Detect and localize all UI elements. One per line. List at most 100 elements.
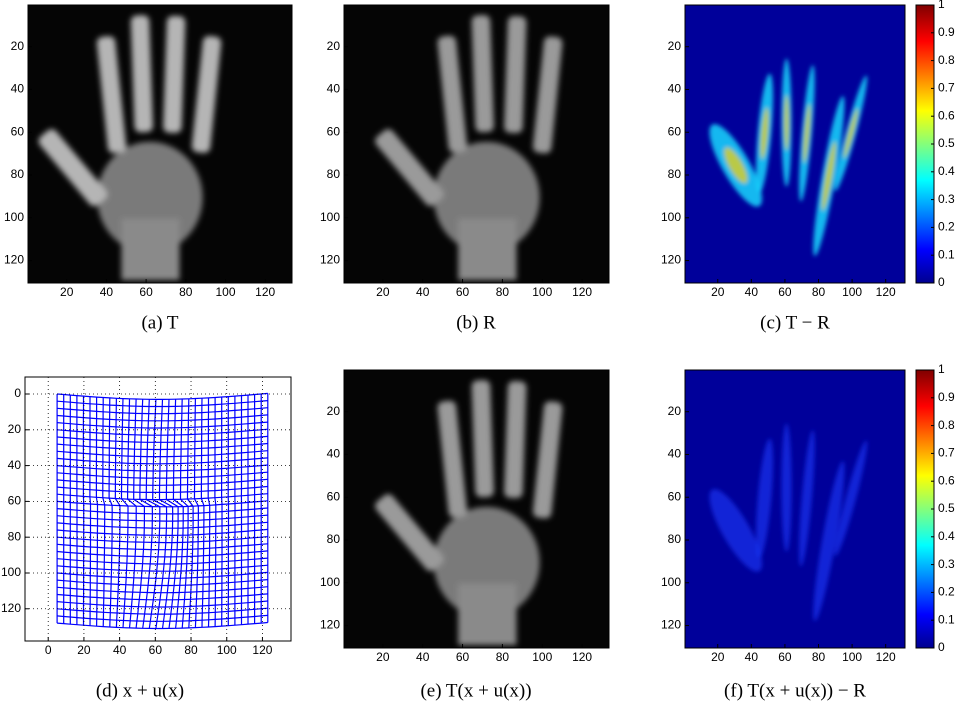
y-tick-label: 80	[668, 167, 682, 181]
image	[28, 5, 292, 283]
y-tick-label: 40	[11, 82, 25, 96]
y-tick-label: 120	[4, 253, 24, 267]
x-tick-label: 20	[711, 650, 725, 664]
x-tick-label: 20	[376, 650, 390, 664]
x-tick-label: 120	[252, 643, 272, 657]
x-tick-label: 40	[416, 650, 430, 664]
colorbar-tick-label: 0.9	[938, 25, 955, 39]
y-tick-label: 60	[11, 124, 25, 138]
x-tick-label: 20	[60, 285, 74, 299]
image	[25, 377, 291, 641]
x-tick-label: 40	[745, 285, 759, 299]
x-tick-label: 100	[215, 285, 235, 299]
x-tick-label: 120	[572, 650, 592, 664]
colorbar-tick-label: 0.6	[938, 473, 955, 487]
y-tick-label: 100	[320, 210, 340, 224]
y-tick-label: 60	[8, 494, 22, 508]
x-tick-label: 100	[217, 643, 237, 657]
y-tick-label: 80	[327, 167, 341, 181]
y-tick-label: 120	[661, 618, 681, 632]
x-tick-label: 100	[842, 650, 862, 664]
x-tick-label: 40	[745, 650, 759, 664]
y-tick-label: 60	[668, 124, 682, 138]
x-tick-label: 120	[876, 285, 896, 299]
y-tick-label: 80	[327, 532, 341, 546]
y-tick-label: 120	[661, 253, 681, 267]
x-tick-label: 60	[139, 285, 153, 299]
y-tick-label: 120	[1, 601, 21, 615]
y-tick-label: 40	[668, 447, 682, 461]
x-tick-label: 60	[456, 285, 470, 299]
x-tick-label: 80	[812, 285, 826, 299]
colorbar-tick-label: 0	[938, 640, 945, 654]
y-tick-label: 20	[11, 39, 25, 53]
x-tick-label: 80	[184, 643, 198, 657]
colorbar-tick-label: 0.2	[938, 585, 955, 599]
x-tick-label: 120	[572, 285, 592, 299]
colorbar-tick-label: 0.3	[938, 557, 955, 571]
x-tick-label: 80	[496, 650, 510, 664]
y-tick-label: 20	[8, 422, 22, 436]
x-tick-label: 0	[45, 643, 52, 657]
caption: (e) T(x + u(x))	[420, 680, 531, 701]
colorbar-tick-label: 0.1	[938, 612, 955, 626]
streak	[781, 423, 791, 551]
y-tick-label: 60	[327, 124, 341, 138]
x-tick-label: 40	[113, 643, 127, 657]
y-tick-label: 80	[668, 532, 682, 546]
colorbar-tick-label: 0.2	[938, 220, 955, 234]
x-tick-label: 20	[711, 285, 725, 299]
colorbar-tick-label: 0.3	[938, 192, 955, 206]
x-tick-label: 120	[255, 285, 275, 299]
y-tick-label: 100	[661, 210, 681, 224]
colorbar-tick-label: 0	[938, 275, 945, 289]
y-tick-label: 20	[327, 404, 341, 418]
colorbar-tick-label: 0.8	[938, 53, 955, 67]
y-tick-label: 20	[327, 39, 341, 53]
colorbar-tick-label: 0.7	[938, 81, 955, 95]
colorbar-tick-label: 0.9	[938, 390, 955, 404]
y-tick-label: 40	[668, 82, 682, 96]
wrist	[121, 219, 179, 280]
x-tick-label: 100	[842, 285, 862, 299]
image	[685, 370, 905, 648]
y-tick-label: 60	[668, 489, 682, 503]
panel: 2040608010012020406080100120(a) T	[4, 5, 292, 333]
y-tick-label: 100	[1, 565, 21, 579]
y-tick-label: 80	[11, 167, 25, 181]
panel: 2040608010012020406080100120(e) T(x + u(…	[320, 370, 609, 701]
x-tick-label: 100	[532, 650, 552, 664]
y-tick-label: 120	[320, 618, 340, 632]
y-tick-label: 20	[668, 404, 682, 418]
panel: 2040608010012020406080100120(b) R	[320, 5, 609, 333]
caption: (c) T − R	[760, 312, 830, 333]
colorbar-tick-label: 1	[938, 0, 945, 11]
y-tick-label: 40	[8, 458, 22, 472]
y-tick-label: 40	[327, 82, 341, 96]
colorbar-tick-label: 0.4	[938, 529, 955, 543]
x-tick-label: 80	[812, 650, 826, 664]
x-tick-label: 40	[100, 285, 114, 299]
colorbar-tick-label: 0.4	[938, 164, 955, 178]
caption: (f) T(x + u(x)) − R	[724, 680, 866, 701]
caption: (b) R	[456, 312, 496, 333]
y-tick-label: 60	[327, 489, 341, 503]
colorbar-tick-label: 0.7	[938, 446, 955, 460]
y-tick-label: 0	[14, 386, 21, 400]
x-tick-label: 120	[876, 650, 896, 664]
x-tick-label: 20	[376, 285, 390, 299]
y-tick-label: 100	[4, 210, 24, 224]
streak-core	[784, 95, 789, 151]
y-tick-label: 100	[661, 575, 681, 589]
image	[344, 370, 609, 648]
colorbar-tick-label: 0.1	[938, 247, 955, 261]
x-tick-label: 80	[496, 285, 510, 299]
x-tick-label: 20	[77, 643, 91, 657]
image	[344, 5, 609, 283]
figure: 2040608010012020406080100120(a) T2040608…	[0, 0, 957, 712]
caption: (a) T	[141, 312, 178, 333]
colorbar-tick-label: 0.5	[938, 136, 955, 150]
